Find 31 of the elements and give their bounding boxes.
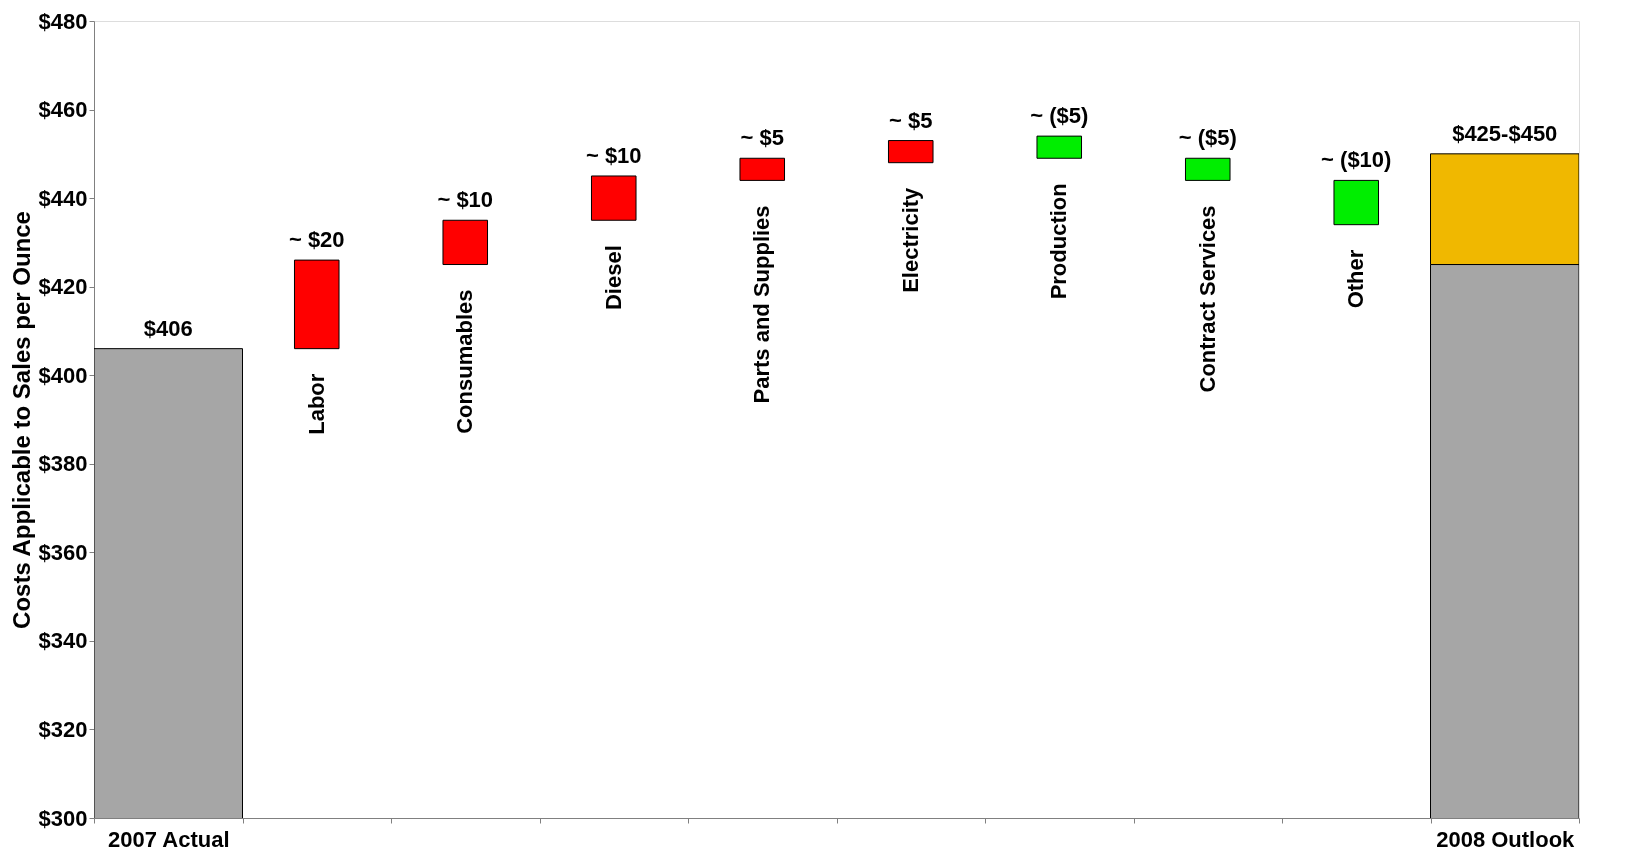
data-label: $425-$450: [1452, 120, 1558, 146]
x-tick-label: 2008 Outlook: [1436, 826, 1576, 852]
data-label: ~ $5: [740, 125, 784, 151]
data-label: ~ ($10): [1321, 147, 1392, 173]
y-tick-label: $300: [38, 805, 88, 831]
data-label: ~ $20: [288, 227, 345, 253]
y-tick-label: $340: [38, 628, 88, 654]
x-tick-label: Parts and Supplies: [749, 205, 775, 404]
data-label: ~ ($5): [1178, 125, 1237, 151]
y-tick-label: $480: [38, 8, 88, 34]
x-tick-label: Diesel: [600, 245, 626, 311]
data-label: ~ ($5): [1030, 103, 1089, 129]
y-tick-label: $360: [38, 539, 88, 565]
y-tick-label: $440: [38, 185, 88, 211]
y-axis-title: Costs Applicable to Sales per Ounce: [7, 211, 35, 629]
x-tick-label: 2007 Actual: [108, 826, 230, 852]
x-tick-label: Labor: [303, 373, 329, 435]
x-tick-label: Electricity: [897, 186, 923, 293]
data-label: $406: [143, 315, 193, 341]
x-tick-label: Consumables: [452, 289, 478, 434]
data-label: ~ $10: [437, 187, 494, 213]
x-tick-label: Production: [1046, 183, 1072, 300]
data-label: ~ $10: [585, 142, 642, 168]
x-tick-label: Other: [1343, 249, 1369, 309]
y-tick-label: $420: [38, 274, 88, 300]
x-tick-label: Contract Services: [1194, 205, 1220, 393]
y-tick-label: $380: [38, 451, 88, 477]
y-tick-label: $400: [38, 362, 88, 388]
y-tick-label: $460: [38, 97, 88, 123]
data-label: ~ $5: [889, 107, 933, 133]
y-tick-label: $320: [38, 716, 88, 742]
